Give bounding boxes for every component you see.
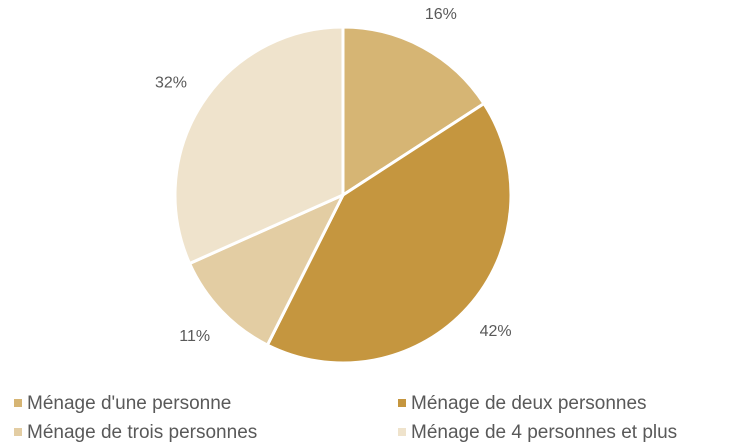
legend-label: Ménage d'une personne — [27, 393, 231, 414]
data-label: 11% — [179, 328, 210, 345]
data-label: 42% — [480, 323, 512, 340]
legend-marker — [398, 428, 406, 436]
data-label: 32% — [155, 75, 187, 92]
pie-slice — [187, 191, 347, 348]
legend-label: Ménage de 4 personnes et plus — [411, 422, 677, 443]
legend-marker — [398, 399, 406, 407]
legend-label: Ménage de deux personnes — [411, 393, 647, 414]
pie-slice — [173, 25, 345, 266]
legend-marker — [14, 399, 22, 407]
pie-slice — [341, 25, 487, 198]
pie-slice — [265, 101, 513, 365]
data-label: 16% — [425, 6, 457, 23]
legend-marker — [14, 428, 22, 436]
legend-label: Ménage de trois personnes — [27, 422, 257, 443]
